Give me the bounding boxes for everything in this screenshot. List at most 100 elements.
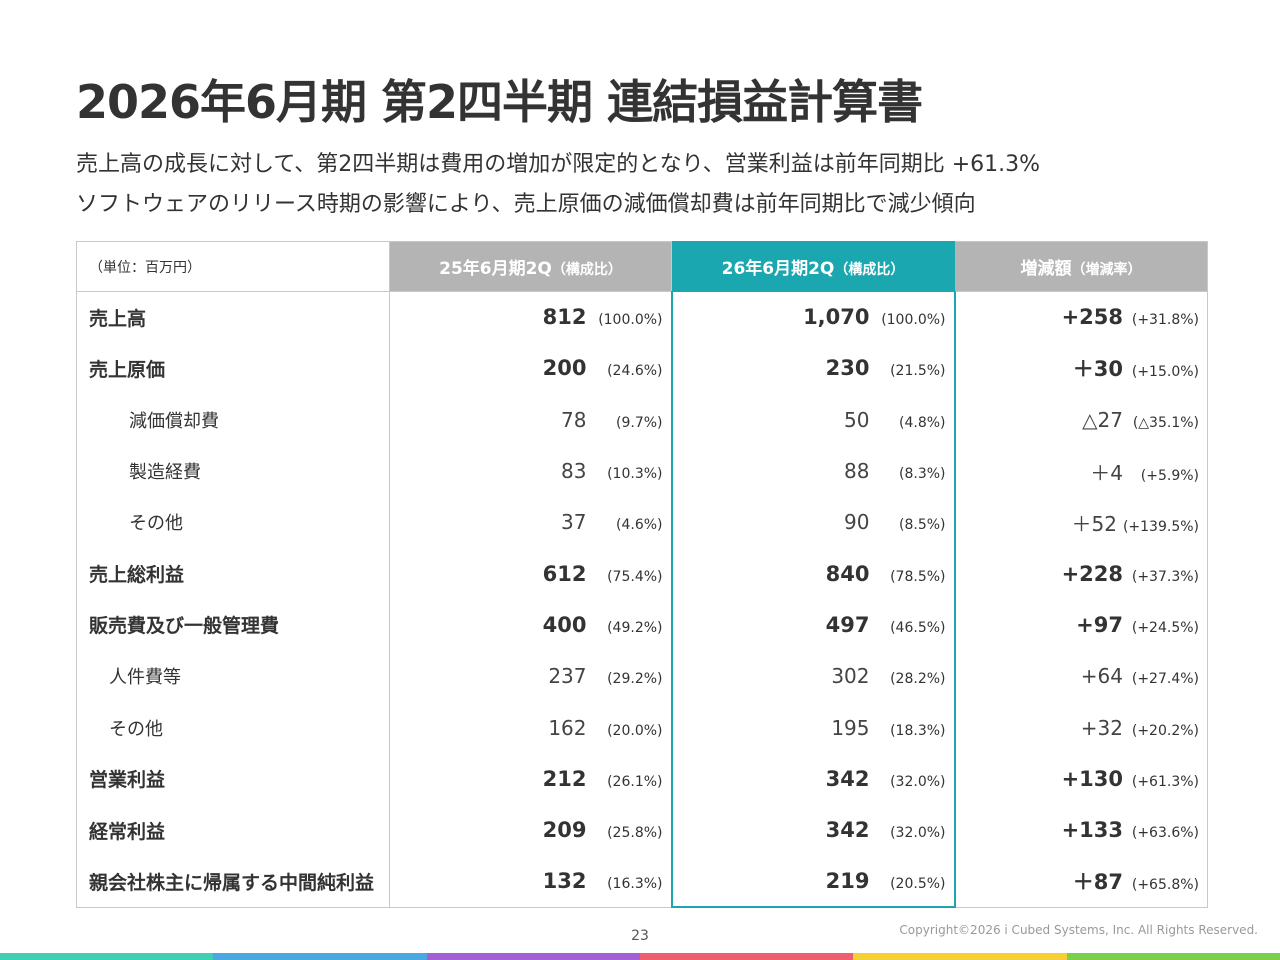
prev-value: 83: [561, 459, 587, 484]
bottom-color-bar: [0, 953, 1280, 960]
row-label: 売上原価: [76, 342, 390, 395]
diff-cell: +64 (+27.4%): [954, 650, 1208, 702]
table-row: 売上原価 200 (24.6%) 230 (21.5%) ＋30 (+15.0%): [76, 342, 1208, 395]
table-row: 人件費等 237 (29.2%) 302 (28.2%) +64 (+27.4%): [76, 650, 1208, 702]
curr-cell: 195 (18.3%): [670, 701, 956, 754]
diff-ratio: (+61.3%): [1131, 773, 1199, 790]
diff-cell: ＋30 (+15.0%): [954, 342, 1208, 395]
curr-cell: 88 (8.3%): [670, 445, 956, 497]
diff-cell: ＋4 (+5.9%): [954, 445, 1208, 497]
curr-value: 302: [831, 664, 870, 689]
prev-value: 400: [542, 612, 587, 637]
diff-value: +133: [1061, 818, 1123, 843]
prev-value: 200: [542, 356, 587, 381]
table-header-row: （単位：百万円） 25年6月期2Q（構成比） 26年6月期2Q（構成比） 増減額…: [76, 241, 1208, 292]
row-label: その他: [76, 701, 390, 754]
diff-cell: ＋52 (+139.5%): [954, 496, 1208, 548]
curr-ratio: (21.5%): [890, 363, 946, 380]
diff-value: +32: [1080, 715, 1123, 740]
curr-cell: 342 (32.0%): [670, 804, 956, 856]
header-curr-main: 26年6月期2Q: [721, 259, 835, 279]
row-label: 親会社株主に帰属する中間純利益: [76, 855, 390, 908]
curr-value: 90: [844, 510, 870, 535]
bar-segment: [639, 953, 854, 960]
header-diff-sub: （増減率）: [1071, 262, 1142, 278]
prev-value: 162: [548, 715, 587, 740]
row-label: 販売費及び一般管理費: [76, 599, 390, 651]
table-row: 経常利益 209 (25.8%) 342 (32.0%) +133 (+63.6%): [76, 804, 1208, 856]
prev-ratio: (10.3%): [607, 466, 663, 483]
diff-value: ＋87: [1072, 870, 1123, 895]
diff-cell: +97 (+24.5%): [954, 599, 1208, 651]
curr-cell: 497 (46.5%): [670, 599, 956, 651]
header-prev-period: 25年6月期2Q（構成比）: [389, 241, 672, 292]
prev-value: 132: [542, 869, 587, 894]
curr-cell: 342 (32.0%): [670, 753, 956, 805]
row-label: 売上総利益: [76, 547, 390, 600]
curr-cell: 90 (8.5%): [670, 496, 956, 548]
prev-cell: 209 (25.8%): [389, 804, 672, 856]
header-prev-sub: （構成比）: [551, 262, 622, 278]
diff-cell: +130 (+61.3%): [954, 753, 1208, 805]
bar-segment: [0, 953, 214, 960]
row-label: 売上高: [76, 291, 390, 343]
diff-ratio: (+63.6%): [1131, 825, 1199, 842]
diff-ratio: (+27.4%): [1131, 671, 1199, 688]
bar-segment: [1066, 953, 1280, 960]
prev-value: 78: [561, 407, 587, 432]
diff-ratio: (+24.5%): [1131, 619, 1199, 636]
bar-segment: [213, 953, 427, 960]
curr-ratio: (28.2%): [890, 671, 946, 688]
diff-cell: +133 (+63.6%): [954, 804, 1208, 856]
prev-value: 209: [542, 818, 587, 843]
curr-cell: 50 (4.8%): [670, 394, 956, 446]
table-row: 営業利益 212 (26.1%) 342 (32.0%) +130 (+61.3%): [76, 753, 1208, 805]
curr-value: 88: [844, 459, 870, 484]
unit-label: （単位：百万円）: [76, 241, 390, 292]
curr-value: 497: [825, 612, 870, 637]
prev-cell: 612 (75.4%): [389, 547, 672, 600]
prev-ratio: (75.4%): [607, 568, 663, 585]
prev-ratio: (29.2%): [607, 671, 663, 688]
prev-cell: 83 (10.3%): [389, 445, 672, 497]
diff-ratio: (+65.8%): [1131, 877, 1199, 894]
diff-ratio: (+37.3%): [1131, 568, 1199, 585]
subtitle-line-2: ソフトウェアのリリース時期の影響により、売上原価の減価償却費は前年同期比で減少傾…: [76, 192, 976, 217]
curr-value: 342: [825, 766, 870, 791]
row-label: 減価償却費: [76, 394, 390, 446]
curr-ratio: (18.3%): [890, 722, 946, 739]
prev-cell: 78 (9.7%): [389, 394, 672, 446]
diff-cell: +32 (+20.2%): [954, 701, 1208, 754]
table-row: 売上総利益 612 (75.4%) 840 (78.5%) +228 (+37.3%): [76, 547, 1208, 600]
prev-value: 37: [561, 510, 587, 535]
header-curr-period: 26年6月期2Q（構成比）: [671, 241, 955, 292]
curr-ratio: (46.5%): [890, 619, 946, 636]
curr-value: 1,070: [803, 305, 870, 330]
diff-value: +64: [1080, 664, 1123, 689]
diff-cell: +228 (+37.3%): [954, 547, 1208, 600]
curr-cell: 230 (21.5%): [670, 342, 956, 395]
prev-ratio: (25.8%): [607, 825, 663, 842]
prev-ratio: (4.6%): [616, 517, 663, 534]
header-curr-sub: （構成比）: [834, 262, 905, 278]
diff-cell: +258 (+31.8%): [954, 291, 1208, 343]
table-row: その他 37 (4.6%) 90 (8.5%) ＋52 (+139.5%): [76, 496, 1208, 548]
curr-ratio: (78.5%): [890, 568, 946, 585]
bar-segment: [426, 953, 640, 960]
diff-value: +130: [1061, 766, 1123, 791]
table-row: 売上高 812 (100.0%) 1,070 (100.0%) +258 (+31.8…: [76, 291, 1208, 343]
curr-ratio: (100.0%): [881, 312, 946, 329]
prev-cell: 200 (24.6%): [389, 342, 672, 395]
curr-value: 230: [825, 356, 870, 381]
table-row: 販売費及び一般管理費 400 (49.2%) 497 (46.5%) +97 (+24…: [76, 599, 1208, 651]
curr-ratio: (4.8%): [899, 414, 946, 431]
prev-cell: 37 (4.6%): [389, 496, 672, 548]
diff-value: ＋4: [1090, 460, 1123, 485]
diff-value: ＋52: [1071, 511, 1117, 536]
curr-ratio: (32.0%): [890, 773, 946, 790]
curr-ratio: (8.3%): [899, 466, 946, 483]
curr-ratio: (20.5%): [890, 875, 946, 892]
table-row: 親会社株主に帰属する中間純利益 132 (16.3%) 219 (20.5%) ＋8…: [76, 855, 1208, 909]
prev-value: 237: [548, 664, 587, 689]
curr-cell: 219 (20.5%): [670, 855, 956, 909]
